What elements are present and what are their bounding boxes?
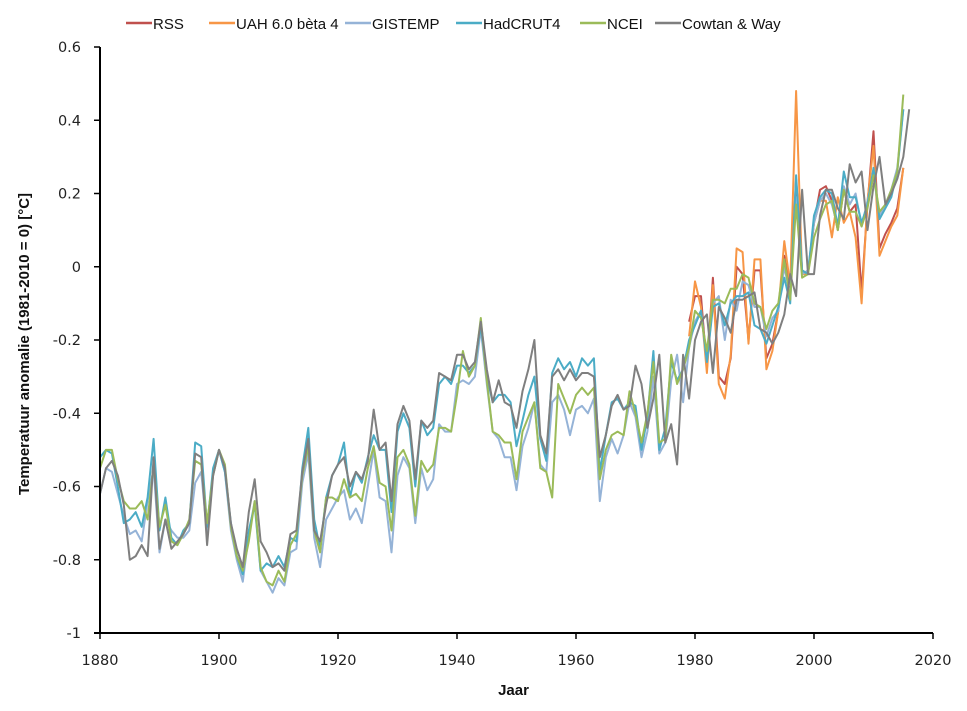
axes: -1 -0.8 -0.6 -0.4 -0.2 0 0.2 0.4 0.6 1880 1900 192… (53, 40, 952, 669)
y-tick-label: -0.4 (53, 406, 81, 422)
legend: RSS UAH 6.0 bèta 4 GISTEMP HadCRUT4 NCEI Cowt… (126, 16, 781, 33)
series-line-cowtan-way (99, 109, 911, 572)
y-tick-label: 0 (72, 260, 81, 276)
series-line-ncei (99, 94, 905, 587)
series-line-hadcrut4 (99, 109, 905, 576)
x-tick-label: 1980 (677, 653, 714, 669)
series-line-gistemp (99, 109, 905, 594)
x-tick-label: 2000 (796, 653, 833, 669)
x-tick-label: 1960 (558, 653, 595, 669)
legend-label: GISTEMP (372, 16, 440, 33)
series-layer (99, 90, 911, 594)
x-tick-label: 1880 (82, 653, 119, 669)
legend-label: Cowtan & Way (682, 16, 781, 33)
x-tick-label: 1900 (201, 653, 238, 669)
y-axis-title: Temperatuur anomalie (1981-2010 = 0) [°C… (16, 193, 33, 495)
y-tick-label: -1 (67, 626, 81, 642)
y-tick-label: 0.2 (58, 187, 81, 203)
y-tick-label: -0.8 (53, 553, 81, 569)
y-tick-label: -0.2 (53, 333, 81, 349)
legend-label: UAH 6.0 bèta 4 (236, 16, 339, 33)
x-axis-title: Jaar (498, 682, 529, 699)
y-tick-label: -0.6 (53, 480, 81, 496)
y-tick-label: 0.4 (58, 113, 81, 129)
x-ticks: 1880 1900 1920 1940 1960 1980 2000 2020 (82, 633, 952, 669)
series-line-uah-6-0-b-ta-4 (688, 90, 905, 400)
legend-label: RSS (153, 16, 184, 33)
legend-label: HadCRUT4 (483, 16, 561, 33)
y-ticks: -1 -0.8 -0.6 -0.4 -0.2 0 0.2 0.4 0.6 (53, 40, 100, 642)
x-tick-label: 2020 (915, 653, 952, 669)
x-tick-label: 1940 (439, 653, 476, 669)
y-tick-label: 0.6 (58, 40, 81, 56)
x-tick-label: 1920 (320, 653, 357, 669)
legend-label: NCEI (607, 16, 643, 33)
